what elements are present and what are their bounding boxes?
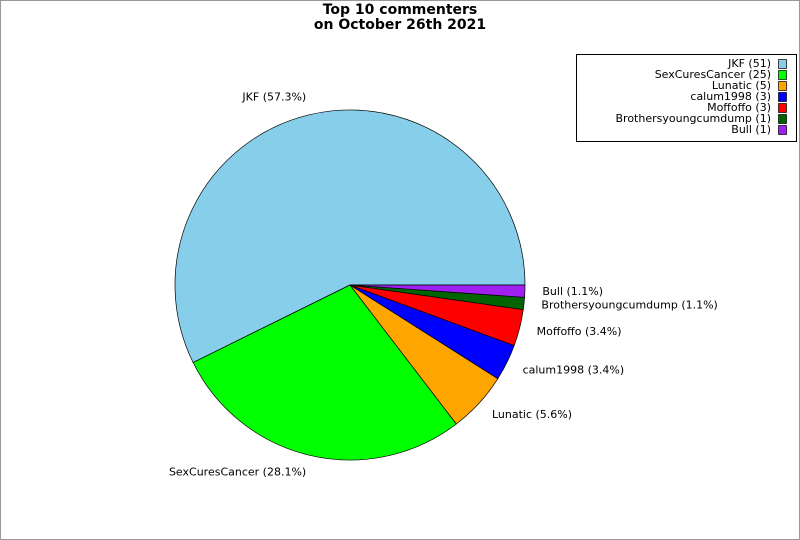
slice-label: Bull (1.1%) <box>542 285 603 298</box>
slice-label: Moffoffo (3.4%) <box>537 325 622 338</box>
pie-slice <box>349 284 526 298</box>
legend-swatch <box>778 59 787 69</box>
legend-swatch <box>778 125 787 135</box>
legend-label: Lunatic (5) <box>712 79 771 92</box>
legend-swatch <box>778 114 787 124</box>
legend-label: Brothersyoungcumdump (1) <box>616 112 772 125</box>
legend-label: Moffoffo (3) <box>707 101 771 114</box>
slice-label: SexCuresCancer (28.1%) <box>169 465 306 478</box>
pie-slice <box>174 109 526 363</box>
legend-label: JKF (51) <box>727 57 771 70</box>
legend-label: Bull (1) <box>731 123 771 136</box>
slice-label: Brothersyoungcumdump (1.1%) <box>541 298 717 311</box>
legend-swatch <box>778 70 787 80</box>
chart-title: Top 10 commenters on October 26th 2021 <box>314 2 486 33</box>
legend-label: calum1998 (3) <box>690 90 771 103</box>
slice-label: Lunatic (5.6%) <box>492 408 572 421</box>
legend: JKF (51)SexCuresCancer (25)Lunatic (5)ca… <box>576 54 797 142</box>
pie-slice <box>192 284 457 461</box>
legend-swatch <box>778 103 787 113</box>
legend-label: SexCuresCancer (25) <box>655 68 771 81</box>
legend-swatch <box>778 81 787 91</box>
legend-swatch <box>778 92 787 102</box>
slice-label: calum1998 (3.4%) <box>523 363 625 376</box>
legend-box <box>576 54 797 142</box>
slice-label: JKF (57.3%) <box>241 91 306 104</box>
